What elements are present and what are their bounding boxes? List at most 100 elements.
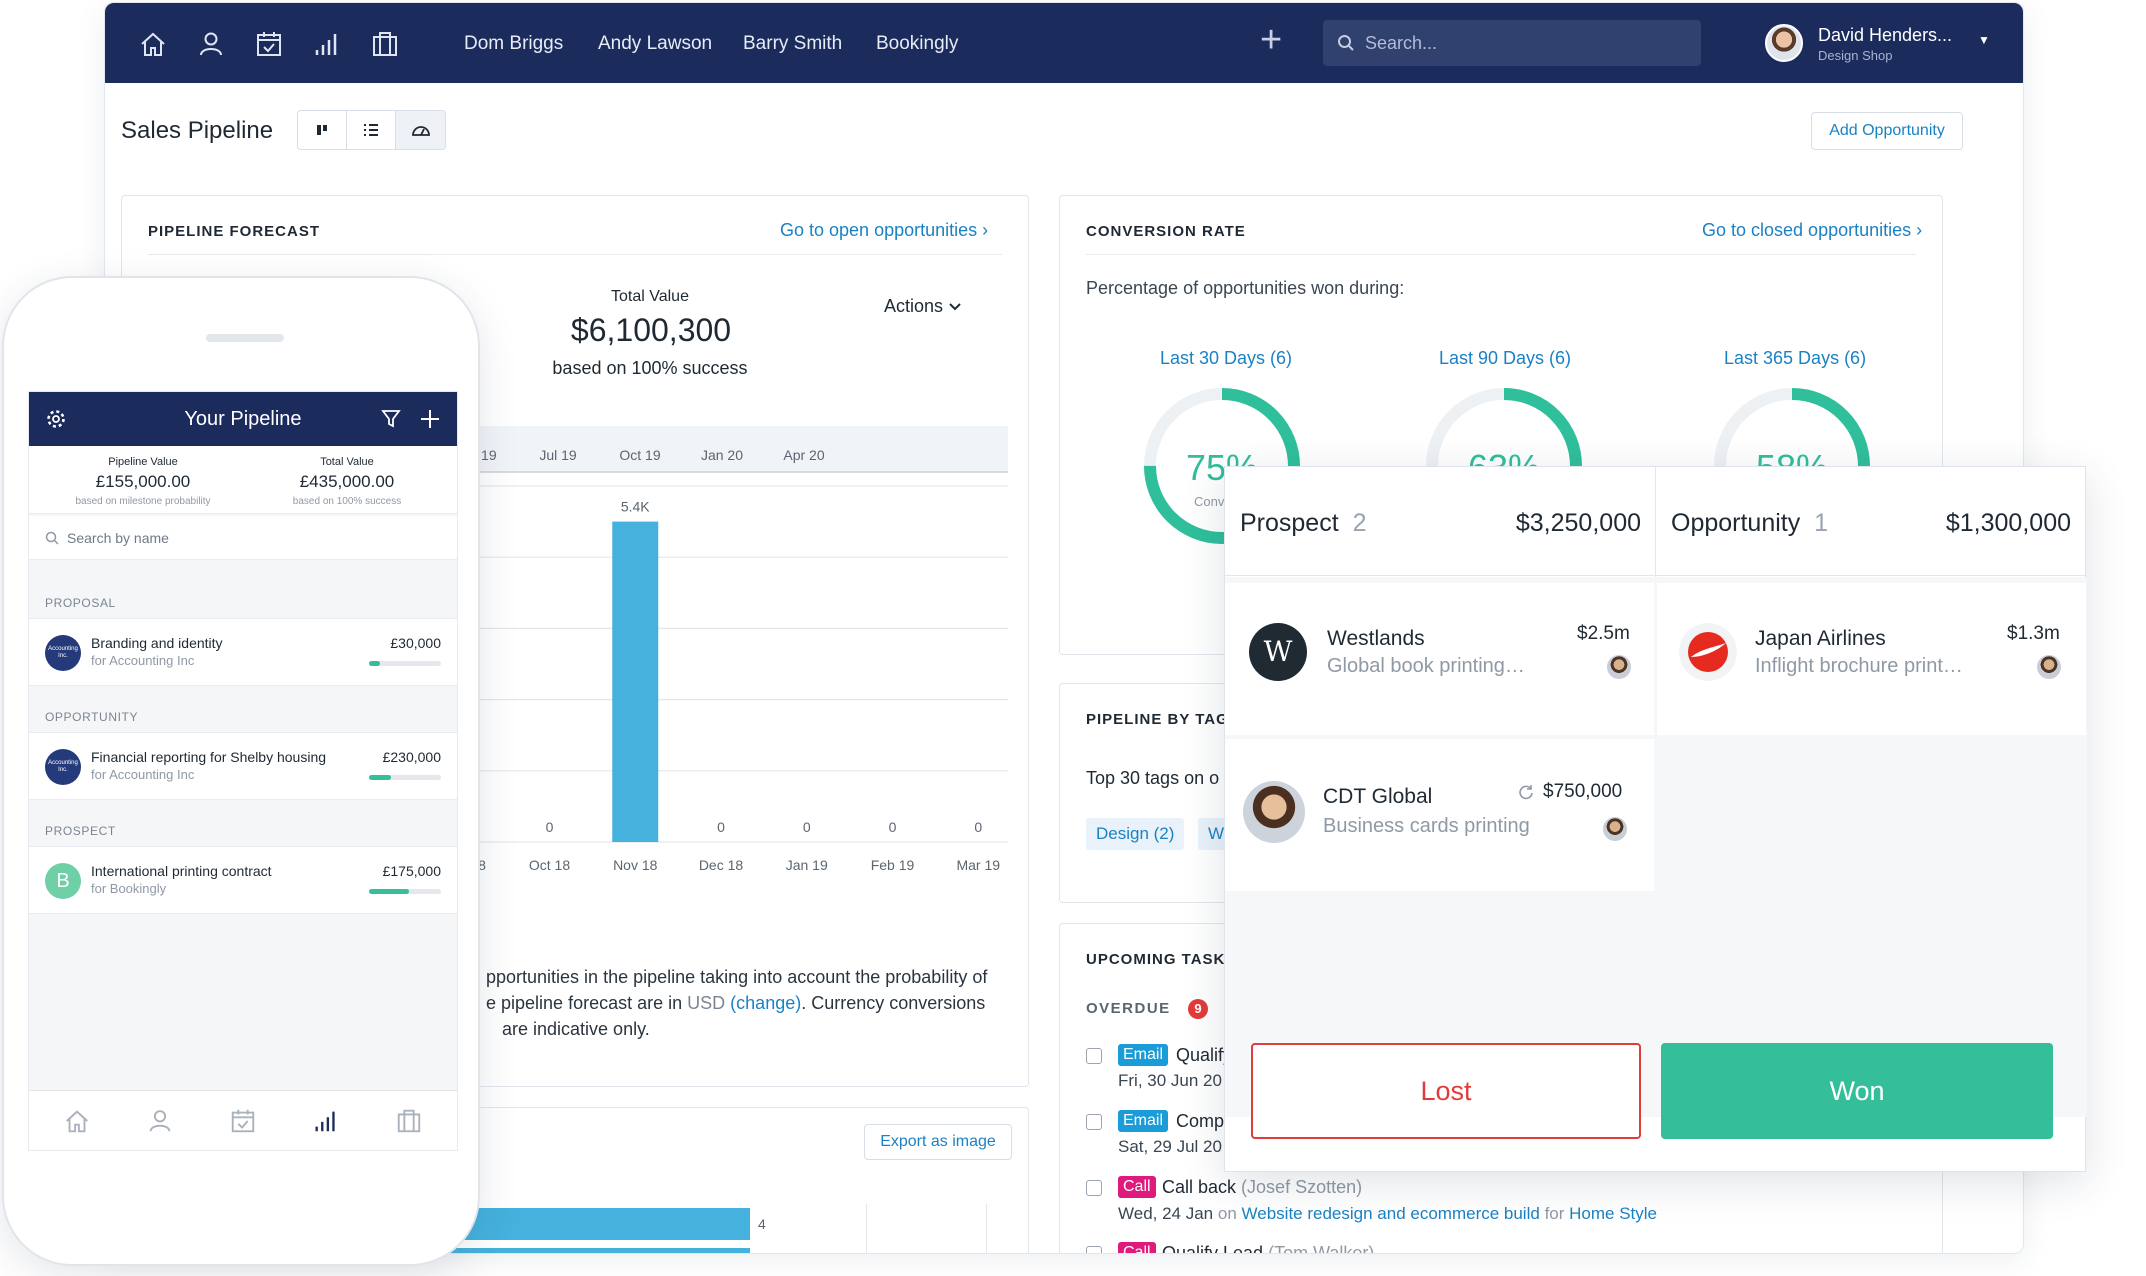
task-title-text: Call back bbox=[1162, 1177, 1237, 1197]
forecast-note: pportunities in the pipeline taking into… bbox=[486, 964, 1106, 1042]
total-value: $6,100,300 bbox=[570, 312, 732, 348]
task-title[interactable]: Qualify bbox=[1176, 1045, 1233, 1065]
nav-link-barry-smith[interactable]: Barry Smith bbox=[743, 33, 843, 54]
opportunity-card-japan-airlines[interactable]: Japan Airlines Inflight brochure print… … bbox=[1657, 583, 2086, 735]
search-placeholder: Search... bbox=[1365, 33, 1438, 53]
period-30-days[interactable]: Last 30 Days (6) bbox=[1160, 348, 1293, 368]
contacts-icon[interactable] bbox=[196, 29, 226, 59]
task-client-link[interactable]: Home Style bbox=[1569, 1204, 1658, 1223]
task-title-text: Qualify Lead bbox=[1162, 1243, 1264, 1254]
change-currency-link[interactable]: (change) bbox=[730, 993, 802, 1013]
pipeline-value-label: Pipeline Value bbox=[108, 456, 178, 468]
mobile-search-input[interactable]: Search by name bbox=[29, 516, 457, 560]
dashboard-view-button[interactable] bbox=[396, 111, 445, 149]
tag-pill-design[interactable]: Design (2) bbox=[1086, 818, 1185, 850]
owner-avatar bbox=[1603, 817, 1627, 841]
donut-caption: Conv bbox=[1194, 494, 1225, 509]
task-type-call: Call bbox=[1118, 1176, 1156, 1198]
task-checkbox[interactable] bbox=[1086, 1114, 1102, 1130]
opportunity-card-cdt-global[interactable]: CDT Global Business cards printing $750,… bbox=[1225, 739, 1654, 891]
list-view-icon bbox=[364, 124, 378, 136]
task-checkbox[interactable] bbox=[1086, 1246, 1102, 1253]
data-label: 0 bbox=[546, 819, 554, 835]
user-name[interactable]: David Henders... bbox=[1818, 25, 1953, 45]
owner-avatar bbox=[2037, 655, 2061, 679]
column-total: $3,250,000 bbox=[1515, 509, 1641, 537]
period-90-days[interactable]: Last 90 Days (6) bbox=[1439, 348, 1572, 368]
pipeline-bars-icon[interactable] bbox=[312, 29, 342, 59]
task-checkbox[interactable] bbox=[1086, 1180, 1102, 1196]
column-header-opportunity: Opportunity 1 bbox=[1671, 509, 1828, 538]
card-value: $750,000 bbox=[1543, 781, 1623, 802]
conversion-subtitle: Percentage of opportunities won during: bbox=[1086, 278, 1405, 298]
total-value-label: Total Value bbox=[611, 288, 689, 305]
nav-link-bookingly[interactable]: Bookingly bbox=[876, 33, 959, 54]
list-item[interactable]: B International printing contract for Bo… bbox=[29, 846, 457, 914]
column-name: Prospect bbox=[1240, 509, 1339, 537]
home-icon[interactable] bbox=[63, 1107, 91, 1135]
board-view-button[interactable] bbox=[298, 111, 347, 149]
task-for: for bbox=[1544, 1204, 1565, 1223]
total-value-note: based on 100% success bbox=[292, 496, 402, 507]
list-item[interactable]: Accounting Inc. Branding and identity fo… bbox=[29, 618, 457, 686]
add-opportunity-button[interactable]: Add Opportunity bbox=[1811, 112, 1963, 150]
user-menu-chevron-icon[interactable]: ▼ bbox=[1978, 33, 1990, 47]
add-new-icon[interactable]: + bbox=[1260, 19, 1283, 61]
filter-icon[interactable] bbox=[381, 409, 401, 429]
range-tick-label: Jan 20 bbox=[701, 447, 743, 463]
card-value: $1.3m bbox=[2007, 623, 2060, 644]
contact-avatar bbox=[1243, 781, 1305, 843]
pipeline-bars-icon[interactable] bbox=[312, 1107, 340, 1135]
total-value-label: Total Value bbox=[320, 456, 374, 468]
item-value: £30,000 bbox=[390, 635, 441, 651]
export-as-image-button[interactable]: Export as image bbox=[864, 1124, 1012, 1160]
settings-gear-icon[interactable] bbox=[45, 408, 67, 430]
home-icon[interactable] bbox=[138, 29, 168, 59]
projects-icon[interactable] bbox=[370, 29, 400, 59]
x-tick-label: Dec 18 bbox=[699, 857, 744, 873]
list-view-button[interactable] bbox=[347, 111, 396, 149]
closed-opportunities-link[interactable]: Go to closed opportunities › bbox=[1702, 220, 1923, 240]
item-client: for Accounting Inc bbox=[91, 653, 195, 668]
forecast-note-line1: pportunities in the pipeline taking into… bbox=[486, 967, 988, 987]
add-icon[interactable] bbox=[419, 408, 441, 430]
forecast-note-line2a: e pipeline forecast are in bbox=[486, 993, 683, 1013]
contacts-icon[interactable] bbox=[146, 1107, 174, 1135]
task-title[interactable]: Qualify Lead (Tom Walker) bbox=[1162, 1243, 1374, 1254]
open-opportunities-link[interactable]: Go to open opportunities › bbox=[780, 220, 989, 240]
task-title[interactable]: Call back (Josef Szotten) bbox=[1162, 1177, 1362, 1198]
nav-link-andy-lawson[interactable]: Andy Lawson bbox=[598, 33, 713, 54]
company-logo-crane-icon bbox=[1679, 623, 1737, 681]
calendar-icon[interactable] bbox=[229, 1107, 257, 1135]
tags-subtitle: Top 30 tags on o bbox=[1086, 768, 1220, 788]
card-value: $2.5m bbox=[1577, 623, 1630, 644]
data-label: 5.4K bbox=[621, 499, 650, 515]
projects-icon[interactable] bbox=[395, 1107, 423, 1135]
opportunity-card-westlands[interactable]: W Westlands Global book printing… $2.5m bbox=[1225, 583, 1654, 735]
mobile-screen: Your Pipeline Pipeline Value £155,000.00… bbox=[28, 391, 458, 1151]
item-value: £175,000 bbox=[382, 863, 441, 879]
search-icon bbox=[45, 531, 59, 545]
item-progress bbox=[369, 775, 441, 780]
mark-lost-button[interactable]: Lost bbox=[1251, 1043, 1641, 1139]
task-title[interactable]: Compl bbox=[1176, 1111, 1229, 1131]
global-search-input[interactable]: Search... bbox=[1323, 20, 1701, 66]
section-prospect: PROSPECT bbox=[45, 824, 116, 838]
actions-dropdown[interactable]: Actions bbox=[884, 296, 962, 317]
period-365-days[interactable]: Last 365 Days (6) bbox=[1724, 348, 1867, 368]
bar-nov-18 bbox=[612, 521, 659, 842]
total-value: £435,000.00 bbox=[299, 472, 395, 491]
user-avatar[interactable] bbox=[1765, 24, 1803, 62]
client-avatar: Accounting Inc. bbox=[45, 635, 81, 671]
divider bbox=[148, 254, 1002, 255]
calendar-icon[interactable] bbox=[254, 29, 284, 59]
mobile-header: Your Pipeline bbox=[29, 392, 457, 446]
item-client: for Bookingly bbox=[91, 881, 167, 896]
card-name: Japan Airlines bbox=[1755, 627, 1886, 650]
list-item[interactable]: Accounting Inc. Financial reporting for … bbox=[29, 732, 457, 800]
task-checkbox[interactable] bbox=[1086, 1048, 1102, 1064]
mark-won-button[interactable]: Won bbox=[1661, 1043, 2053, 1139]
task-opportunity-link[interactable]: Website redesign and ecommerce build bbox=[1241, 1204, 1540, 1223]
nav-link-dom-briggs[interactable]: Dom Briggs bbox=[464, 33, 564, 54]
item-progress bbox=[369, 889, 441, 894]
